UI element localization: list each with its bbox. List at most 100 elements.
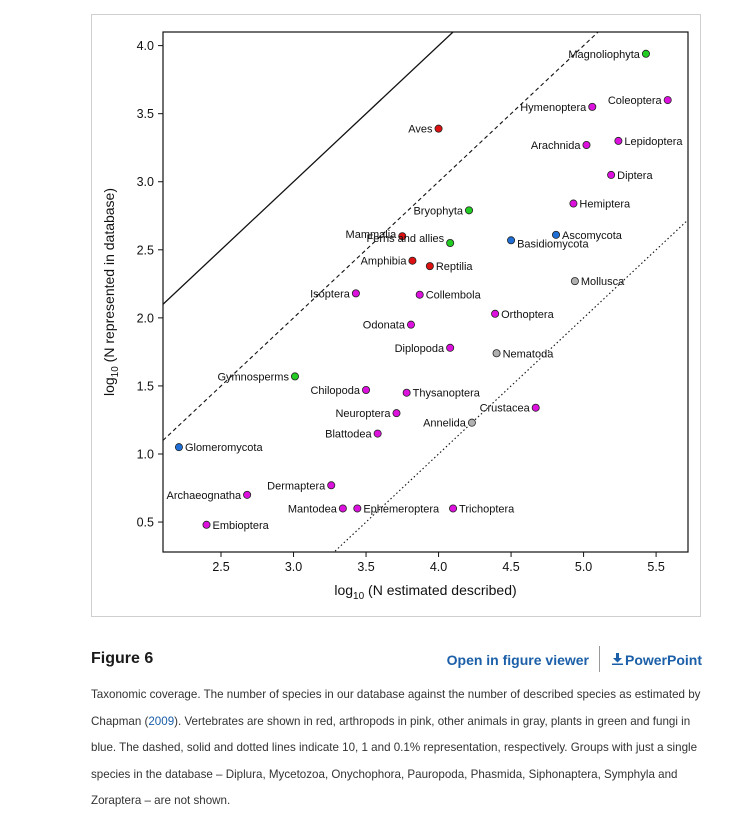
y-tick-label: 4.0 bbox=[137, 39, 154, 53]
point-label-amphibia: Amphibia bbox=[361, 256, 408, 268]
point-label-orthoptera: Orthoptera bbox=[501, 309, 554, 321]
point-label-nematoda: Nematoda bbox=[503, 348, 555, 360]
powerpoint-link[interactable]: PowerPoint bbox=[611, 652, 702, 668]
point-label-lepidoptera: Lepidoptera bbox=[624, 136, 683, 148]
point-orthoptera bbox=[491, 309, 500, 318]
point-label-coleoptera: Coleoptera bbox=[608, 95, 663, 107]
figure-frame: 2.5 3.0 3.5 4.0 4.5 5.0 5.5 0.5 1.0 1.5 2.0 2.5 3.0 3… bbox=[91, 14, 701, 617]
point-gymnosperms bbox=[290, 372, 299, 381]
x-tick-label: 5.5 bbox=[647, 560, 664, 574]
x-axis-label: log10 (N estimated described) bbox=[334, 582, 516, 602]
figure-caption: Taxonomic coverage. The number of specie… bbox=[91, 682, 706, 815]
point-label-basidiomycota: Basidiomycota bbox=[517, 238, 589, 250]
point-label-trichoptera: Trichoptera bbox=[459, 503, 515, 515]
point-ephemeroptera bbox=[353, 504, 362, 513]
caption-text-start: Taxonomic coverage. The number of specie… bbox=[91, 688, 701, 728]
point-label-annelida: Annelida bbox=[423, 418, 467, 430]
reference-line-dashed bbox=[163, 32, 599, 441]
y-tick-label: 3.5 bbox=[137, 107, 154, 121]
point-label-bryophyta: Bryophyta bbox=[413, 205, 463, 217]
point-label-archaeognatha: Archaeognatha bbox=[166, 490, 241, 502]
x-tick-label: 4.0 bbox=[430, 560, 447, 574]
point-label-mammalia: Mammalia bbox=[346, 229, 398, 241]
point-diplopoda bbox=[446, 343, 455, 352]
y-tick-label: 0.5 bbox=[137, 516, 154, 530]
point-amphibia bbox=[408, 256, 417, 265]
citation-link[interactable]: 2009 bbox=[148, 714, 175, 728]
point-trichoptera bbox=[449, 504, 458, 513]
point-label-mollusca: Mollusca bbox=[581, 276, 625, 288]
y-tick-label: 2.0 bbox=[137, 311, 154, 325]
scatter-chart: 2.5 3.0 3.5 4.0 4.5 5.0 5.5 0.5 1.0 1.5 2.0 2.5 3.0 3… bbox=[101, 31, 689, 602]
y-tick-label: 2.5 bbox=[137, 243, 154, 257]
plot-area-border bbox=[162, 31, 689, 553]
point-label-hymenoptera: Hymenoptera bbox=[520, 102, 587, 114]
figure-header: Figure 6 Open in figure viewer PowerPoin… bbox=[91, 646, 702, 674]
y-axis-label: log10 (N represented in database) bbox=[101, 188, 121, 396]
point-label-ferns-and-allies: Ferns and allies bbox=[366, 233, 444, 245]
point-label-dermaptera: Dermaptera bbox=[267, 480, 326, 492]
point-archaeognatha bbox=[243, 490, 252, 499]
point-label-crustacea: Crustacea bbox=[480, 403, 531, 415]
y-tick-label: 3.0 bbox=[137, 175, 154, 189]
point-basidiomycota bbox=[507, 236, 516, 245]
point-dermaptera bbox=[327, 481, 336, 490]
point-label-chilopoda: Chilopoda bbox=[310, 385, 360, 397]
point-label-aves: Aves bbox=[408, 124, 433, 136]
point-label-collembola: Collembola bbox=[426, 290, 482, 302]
point-isoptera bbox=[351, 289, 360, 298]
point-diptera bbox=[607, 170, 616, 179]
y-tick-label: 1.5 bbox=[137, 379, 154, 393]
point-label-embioptera: Embioptera bbox=[213, 520, 270, 532]
point-mollusca bbox=[570, 277, 579, 286]
point-label-ephemeroptera: Ephemeroptera bbox=[363, 503, 440, 515]
point-crustacea bbox=[531, 403, 540, 412]
powerpoint-label: PowerPoint bbox=[624, 652, 702, 668]
x-tick-label: 3.0 bbox=[285, 560, 302, 574]
point-label-thysanoptera: Thysanoptera bbox=[413, 388, 481, 400]
point-label-ascomycota: Ascomycota bbox=[562, 230, 623, 242]
point-bryophyta bbox=[465, 206, 474, 215]
point-blattodea bbox=[373, 429, 382, 438]
point-collembola bbox=[415, 290, 424, 299]
x-tick-label: 3.5 bbox=[357, 560, 374, 574]
point-label-diplopoda: Diplopoda bbox=[395, 343, 445, 355]
x-tick-label: 5.0 bbox=[575, 560, 592, 574]
reference-line-dotted bbox=[333, 219, 688, 552]
point-annelida bbox=[467, 418, 476, 427]
point-label-reptilia: Reptilia bbox=[436, 261, 474, 273]
x-tick-label: 4.5 bbox=[502, 560, 519, 574]
reference-line-solid bbox=[163, 32, 455, 305]
point-lepidoptera bbox=[614, 136, 623, 145]
point-label-glomeromycota: Glomeromycota bbox=[185, 442, 264, 454]
point-label-magnoliophyta: Magnoliophyta bbox=[568, 49, 640, 61]
point-nematoda bbox=[492, 349, 501, 358]
point-label-blattodea: Blattodea bbox=[325, 429, 372, 441]
point-hymenoptera bbox=[588, 102, 597, 111]
point-ascomycota bbox=[552, 230, 561, 239]
point-odonata bbox=[406, 320, 415, 329]
point-label-neuroptera: Neuroptera bbox=[335, 408, 391, 420]
point-aves bbox=[434, 124, 443, 133]
figure-label: Figure 6 bbox=[91, 650, 154, 667]
point-reptilia bbox=[425, 262, 434, 271]
point-mantodea bbox=[338, 504, 347, 513]
point-mammalia bbox=[398, 232, 407, 241]
point-coleoptera bbox=[663, 96, 672, 105]
point-label-isoptera: Isoptera bbox=[310, 288, 351, 300]
point-magnoliophyta bbox=[641, 49, 650, 58]
point-label-diptera: Diptera bbox=[617, 170, 653, 182]
point-ferns-and-allies bbox=[446, 238, 455, 247]
download-icon bbox=[611, 652, 623, 668]
point-embioptera bbox=[202, 520, 211, 529]
y-tick-label: 1.0 bbox=[137, 447, 154, 461]
point-arachnida bbox=[582, 140, 591, 149]
point-hemiptera bbox=[569, 199, 578, 208]
open-figure-viewer-link[interactable]: Open in figure viewer bbox=[446, 652, 589, 668]
point-thysanoptera bbox=[402, 388, 411, 397]
point-label-arachnida: Arachnida bbox=[531, 140, 581, 152]
point-glomeromycota bbox=[174, 443, 183, 452]
x-tick-label: 2.5 bbox=[212, 560, 229, 574]
point-neuroptera bbox=[392, 409, 401, 418]
point-label-odonata: Odonata bbox=[363, 320, 406, 332]
